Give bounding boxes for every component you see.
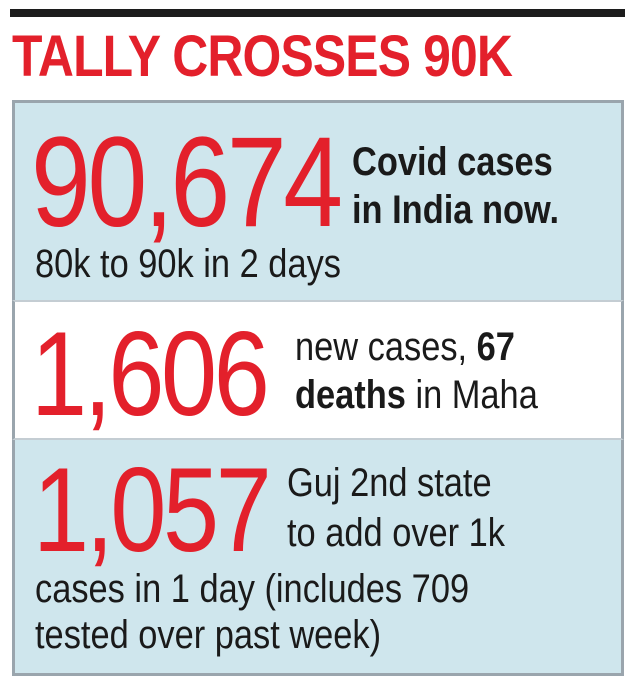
caption-plain: in Maha: [405, 373, 538, 417]
caption-bold: 67: [476, 325, 515, 369]
stat-panel-india: 90,674 Covid cases in India now. 80k to …: [12, 100, 624, 300]
stat-caption-line-2: in India now.: [352, 188, 560, 232]
stat-number-maharashtra: 1,606: [31, 307, 270, 440]
stat-caption-line-1: new cases, 67: [295, 324, 515, 370]
stat-caption-line-2: to add over 1k: [287, 511, 506, 555]
caption-bold: deaths: [295, 373, 406, 417]
stat-caption-line-1: Covid cases: [352, 140, 553, 184]
stat-caption-line-1: Guj 2nd state: [287, 461, 492, 505]
stat-caption-line-3: cases in 1 day (includes 709: [35, 567, 470, 611]
stat-number-india: 90,674: [31, 111, 343, 254]
stat-panel-gujarat: 1,057 Guj 2nd state to add over 1k cases…: [12, 440, 624, 676]
stat-panel-maharashtra: 1,606 new cases, 67 deaths in Maha: [12, 300, 624, 440]
stat-caption-line-4: tested over past week): [35, 613, 382, 657]
stat-caption-line-3: 80k to 90k in 2 days: [35, 242, 341, 286]
stat-number-gujarat: 1,057: [33, 443, 272, 577]
stat-caption-line-2: deaths in Maha: [295, 372, 538, 418]
caption-plain: new cases,: [295, 325, 477, 369]
headline: TALLY CROSSES 90K: [12, 24, 513, 89]
top-rule: [10, 9, 625, 17]
